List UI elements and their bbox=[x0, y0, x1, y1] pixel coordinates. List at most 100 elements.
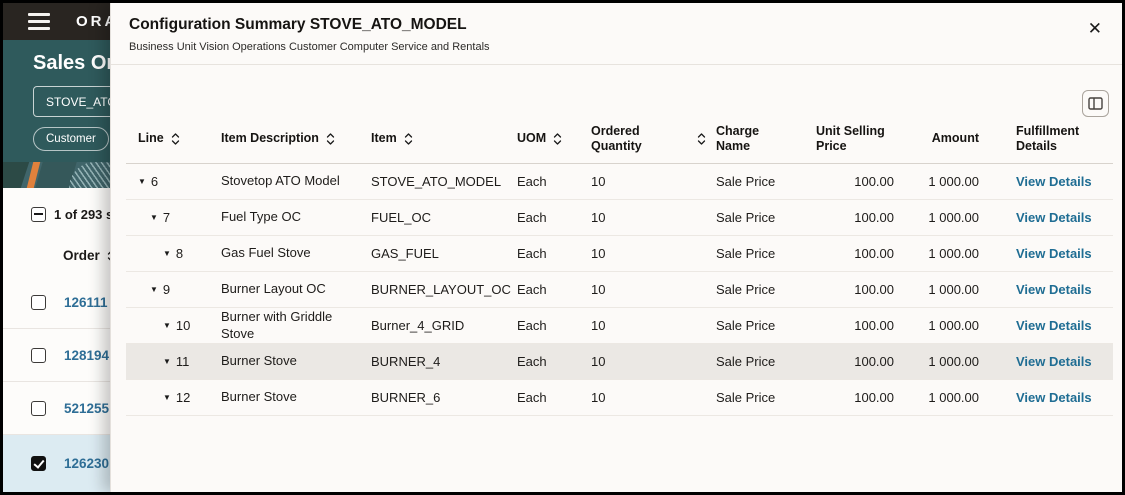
item-cell: Burner_4_GRID bbox=[371, 318, 465, 333]
line-number: 11 bbox=[175, 354, 190, 369]
table-row[interactable]: ▼ 8 Gas Fuel Stove GAS_FUEL Each 10 Sale … bbox=[126, 236, 1113, 272]
sort-icon[interactable] bbox=[553, 132, 562, 146]
uom-cell: Each bbox=[517, 210, 547, 225]
page-title: Sales Or bbox=[33, 52, 115, 74]
col-header-item[interactable]: Item bbox=[371, 131, 517, 146]
view-details-link[interactable]: View Details bbox=[1016, 210, 1092, 225]
order-checkbox[interactable] bbox=[31, 347, 46, 363]
uom-cell: Each bbox=[517, 246, 547, 261]
unit-selling-price-cell: 100.00 bbox=[854, 174, 894, 189]
unit-selling-price-cell: 100.00 bbox=[854, 390, 894, 405]
charge-name-cell: Sale Price bbox=[716, 282, 776, 297]
collapse-caret-icon[interactable]: ▼ bbox=[150, 213, 158, 222]
ordered-quantity-cell: 10 bbox=[591, 174, 606, 189]
item-description-cell: Gas Fuel Stove bbox=[221, 245, 311, 261]
table-row[interactable]: ▼ 12 Burner Stove BURNER_6 Each 10 Sale P… bbox=[126, 380, 1113, 416]
uom-cell: Each bbox=[517, 390, 547, 405]
uom-cell: Each bbox=[517, 174, 547, 189]
line-number: 9 bbox=[162, 282, 171, 297]
close-icon[interactable]: ✕ bbox=[1085, 17, 1105, 40]
order-checkbox[interactable] bbox=[31, 294, 46, 310]
sort-icon[interactable] bbox=[171, 132, 180, 146]
order-row[interactable]: 128194 bbox=[3, 329, 115, 382]
col-header-unit-selling-price: Unit Selling Price bbox=[816, 123, 885, 153]
table-row[interactable]: ▼ 9 Burner Layout OC BURNER_LAYOUT_OC Eac… bbox=[126, 272, 1113, 308]
manage-columns-button[interactable] bbox=[1082, 90, 1109, 117]
order-checkbox-checked[interactable] bbox=[31, 456, 46, 471]
order-column-header[interactable]: Order bbox=[63, 248, 116, 263]
menu-icon[interactable] bbox=[28, 13, 50, 30]
selection-summary-label: 1 of 293 se bbox=[54, 207, 121, 222]
collapse-caret-icon[interactable]: ▼ bbox=[163, 249, 171, 258]
collapse-caret-icon[interactable]: ▼ bbox=[163, 393, 171, 402]
item-description-cell: Fuel Type OC bbox=[221, 209, 301, 225]
item-cell: GAS_FUEL bbox=[371, 246, 439, 261]
order-row-selected[interactable]: 126230 bbox=[3, 435, 115, 492]
select-all-checkbox[interactable] bbox=[31, 207, 46, 222]
ordered-quantity-cell: 10 bbox=[591, 246, 606, 261]
charge-name-cell: Sale Price bbox=[716, 318, 776, 333]
col-header-uom[interactable]: UOM bbox=[517, 131, 591, 146]
table-row[interactable]: ▼ 10 Burner with Griddle Stove Burner_4_G… bbox=[126, 308, 1113, 344]
order-number-link[interactable]: 521255 bbox=[64, 400, 110, 416]
collapse-caret-icon[interactable]: ▼ bbox=[163, 321, 171, 330]
order-number-link[interactable]: 128194 bbox=[64, 347, 110, 363]
view-details-link[interactable]: View Details bbox=[1016, 282, 1092, 297]
filter-chip-customer[interactable]: Customer bbox=[33, 127, 109, 151]
view-details-link[interactable]: View Details bbox=[1016, 390, 1092, 405]
table-row-highlighted[interactable]: ▼ 11 Burner Stove BURNER_4 Each 10 Sale P… bbox=[126, 344, 1113, 380]
ordered-quantity-cell: 10 bbox=[591, 318, 606, 333]
uom-cell: Each bbox=[517, 282, 547, 297]
amount-cell: 1 000.00 bbox=[928, 318, 979, 333]
table-row[interactable]: ▼ 6 Stovetop ATO Model STOVE_ATO_MODEL Ea… bbox=[126, 164, 1113, 200]
panel-subtitle: Business Unit Vision Operations Customer… bbox=[129, 41, 490, 53]
item-cell: BURNER_LAYOUT_OC bbox=[371, 282, 511, 297]
line-number: 10 bbox=[175, 318, 191, 333]
item-cell: BURNER_4 bbox=[371, 354, 441, 369]
sort-icon[interactable] bbox=[404, 132, 413, 146]
amount-cell: 1 000.00 bbox=[928, 174, 979, 189]
col-header-line[interactable]: Line bbox=[138, 131, 221, 146]
unit-selling-price-cell: 100.00 bbox=[854, 354, 894, 369]
item-description-cell: Burner Stove bbox=[221, 389, 297, 405]
configuration-items-table: Line Item Description Item UOM Ordered Q… bbox=[126, 114, 1113, 416]
charge-name-cell: Sale Price bbox=[716, 354, 776, 369]
order-checkbox[interactable] bbox=[31, 400, 46, 416]
unit-selling-price-cell: 100.00 bbox=[854, 210, 894, 225]
uom-cell: Each bbox=[517, 318, 547, 333]
order-row[interactable]: 126111 bbox=[3, 276, 115, 329]
order-row[interactable]: 521255 bbox=[3, 382, 115, 435]
collapse-caret-icon[interactable]: ▼ bbox=[138, 177, 146, 186]
item-description-cell: Burner with Griddle Stove bbox=[221, 309, 333, 341]
line-number: 6 bbox=[150, 174, 159, 189]
col-header-charge-name: Charge Name bbox=[716, 123, 760, 153]
amount-cell: 1 000.00 bbox=[928, 354, 979, 369]
line-number: 7 bbox=[162, 210, 171, 225]
configuration-summary-panel: Configuration Summary STOVE_ATO_MODEL Bu… bbox=[110, 3, 1122, 492]
item-cell: STOVE_ATO_MODEL bbox=[371, 174, 502, 189]
orders-list-panel: 1 of 293 se Order 126111 128194 521255 1… bbox=[3, 188, 121, 492]
view-details-link[interactable]: View Details bbox=[1016, 174, 1092, 189]
view-details-link[interactable]: View Details bbox=[1016, 318, 1092, 333]
view-details-link[interactable]: View Details bbox=[1016, 246, 1092, 261]
table-columns-icon bbox=[1088, 97, 1103, 110]
order-number-link[interactable]: 126230 bbox=[64, 456, 110, 471]
sort-icon[interactable] bbox=[697, 132, 706, 146]
ordered-quantity-cell: 10 bbox=[591, 390, 606, 405]
amount-cell: 1 000.00 bbox=[928, 210, 979, 225]
charge-name-cell: Sale Price bbox=[716, 246, 776, 261]
line-number: 12 bbox=[175, 390, 191, 405]
sort-icon[interactable] bbox=[326, 132, 335, 146]
collapse-caret-icon[interactable]: ▼ bbox=[150, 285, 158, 294]
charge-name-cell: Sale Price bbox=[716, 390, 776, 405]
ordered-quantity-cell: 10 bbox=[591, 354, 606, 369]
col-header-item-description[interactable]: Item Description bbox=[221, 131, 371, 146]
unit-selling-price-cell: 100.00 bbox=[854, 282, 894, 297]
table-row[interactable]: ▼ 7 Fuel Type OC FUEL_OC Each 10 Sale Pri… bbox=[126, 200, 1113, 236]
view-details-link[interactable]: View Details bbox=[1016, 354, 1092, 369]
amount-cell: 1 000.00 bbox=[928, 390, 979, 405]
collapse-caret-icon[interactable]: ▼ bbox=[163, 357, 171, 366]
col-header-ordered-quantity[interactable]: Ordered Quantity bbox=[591, 124, 716, 154]
order-number-link[interactable]: 126111 bbox=[64, 294, 108, 310]
